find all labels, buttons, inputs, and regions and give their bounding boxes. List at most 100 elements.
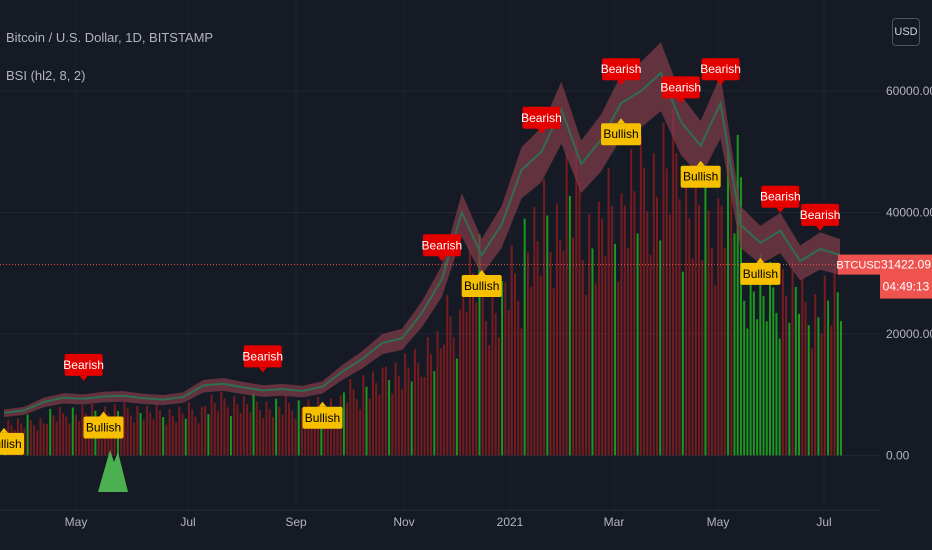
histogram-bar <box>807 325 810 456</box>
bearish-label: Bearish <box>63 358 104 372</box>
bullish-label-box <box>740 262 781 285</box>
histogram-bar <box>604 256 607 456</box>
bearish-label-box <box>243 345 282 368</box>
histogram-bar <box>239 413 242 456</box>
histogram-bar <box>378 394 381 456</box>
histogram-bar <box>268 409 271 456</box>
bullish-label: Bullish <box>603 127 638 141</box>
histogram-bar <box>284 395 287 456</box>
histogram-bar <box>572 237 575 456</box>
histogram-bar <box>546 215 549 456</box>
histogram-bar <box>523 218 526 456</box>
histogram-bar <box>229 415 232 456</box>
histogram-bar <box>517 300 520 456</box>
symbol-tag-text: BTCUSD <box>836 260 881 272</box>
histogram-bar <box>362 375 365 456</box>
histogram-bar <box>739 177 742 456</box>
bullish-label: Bullish <box>464 279 499 293</box>
histogram-bar <box>543 179 546 456</box>
histogram-bar <box>768 261 771 456</box>
histogram-bar <box>720 205 723 456</box>
histogram-bar <box>123 401 126 456</box>
histogram-bar <box>326 417 329 456</box>
label-pointer <box>99 411 108 417</box>
histogram-bar <box>597 201 600 456</box>
histogram-bar <box>184 418 187 456</box>
histogram-bar <box>685 178 688 456</box>
histogram-bar <box>213 402 216 456</box>
histogram-bar <box>333 406 336 456</box>
histogram-bar <box>617 281 620 456</box>
histogram-bar <box>578 181 581 456</box>
label-pointer <box>816 225 825 231</box>
histogram-bar <box>271 417 274 456</box>
histogram-bar <box>291 411 294 456</box>
histogram-bar <box>591 248 594 456</box>
bearish-label-box <box>602 58 641 81</box>
histogram-bar <box>71 407 74 456</box>
histogram-bar <box>359 409 362 456</box>
histogram-bar <box>33 425 36 456</box>
histogram-bar <box>510 245 513 456</box>
histogram-bar <box>697 204 700 456</box>
histogram-bar <box>29 419 32 456</box>
histogram-bar <box>133 422 136 456</box>
histogram-bar <box>736 134 739 456</box>
histogram-bar <box>752 291 755 456</box>
bullish-label: Bullish <box>743 267 778 281</box>
y-tick-label: 0.00 <box>886 448 910 462</box>
bearish-label: Bearish <box>601 62 642 76</box>
histogram-bar <box>336 414 339 456</box>
histogram-bar <box>749 263 752 456</box>
histogram-bar <box>197 423 200 456</box>
histogram-bar <box>233 395 236 456</box>
histogram-bar <box>78 421 81 456</box>
histogram-bar <box>355 399 358 456</box>
histogram-bar <box>281 414 284 456</box>
histogram-bar <box>652 153 655 456</box>
histogram-bar <box>455 358 458 456</box>
bearish-label: Bearish <box>800 208 841 222</box>
histogram-bar <box>126 408 129 456</box>
histogram-bar <box>585 295 588 456</box>
histogram-bar <box>462 282 465 456</box>
histogram-bar <box>168 408 171 456</box>
histogram-bar <box>384 366 387 456</box>
histogram-bar <box>304 417 307 456</box>
histogram-bar <box>36 430 39 456</box>
bullish-label-box <box>0 432 24 455</box>
x-tick-label: Sep <box>285 515 307 529</box>
histogram-bar <box>520 328 523 456</box>
histogram-bar <box>497 337 500 456</box>
histogram-bar <box>555 203 558 456</box>
histogram-bar <box>672 107 675 456</box>
histogram-bar <box>665 168 668 456</box>
histogram-bar <box>539 275 542 456</box>
histogram-bar <box>675 153 678 456</box>
histogram-bar <box>100 424 103 456</box>
bullish-label-box <box>302 406 343 429</box>
x-tick-label: 2021 <box>497 515 524 529</box>
histogram-bar <box>723 247 726 456</box>
histogram-bar <box>65 416 68 456</box>
histogram-bar <box>313 414 316 456</box>
histogram-bar <box>207 414 210 456</box>
histogram-bar <box>727 148 730 456</box>
histogram-bar <box>149 412 152 456</box>
histogram-bar <box>707 210 710 456</box>
histogram-bar <box>420 376 423 456</box>
histogram-bar <box>785 295 788 456</box>
currency-button[interactable]: USD <box>892 18 920 46</box>
histogram-bar <box>255 401 258 456</box>
histogram-bar <box>459 309 462 456</box>
histogram-bar <box>407 367 410 456</box>
histogram-bar <box>610 205 613 456</box>
price-tag <box>880 254 932 299</box>
histogram-bar <box>620 193 623 456</box>
indicator-label[interactable]: BSI (hl2, 8, 2) <box>6 68 86 83</box>
histogram-bar <box>413 348 416 456</box>
histogram-bar <box>781 268 784 456</box>
bearish-label-box <box>801 203 840 226</box>
histogram-bar <box>388 380 391 456</box>
